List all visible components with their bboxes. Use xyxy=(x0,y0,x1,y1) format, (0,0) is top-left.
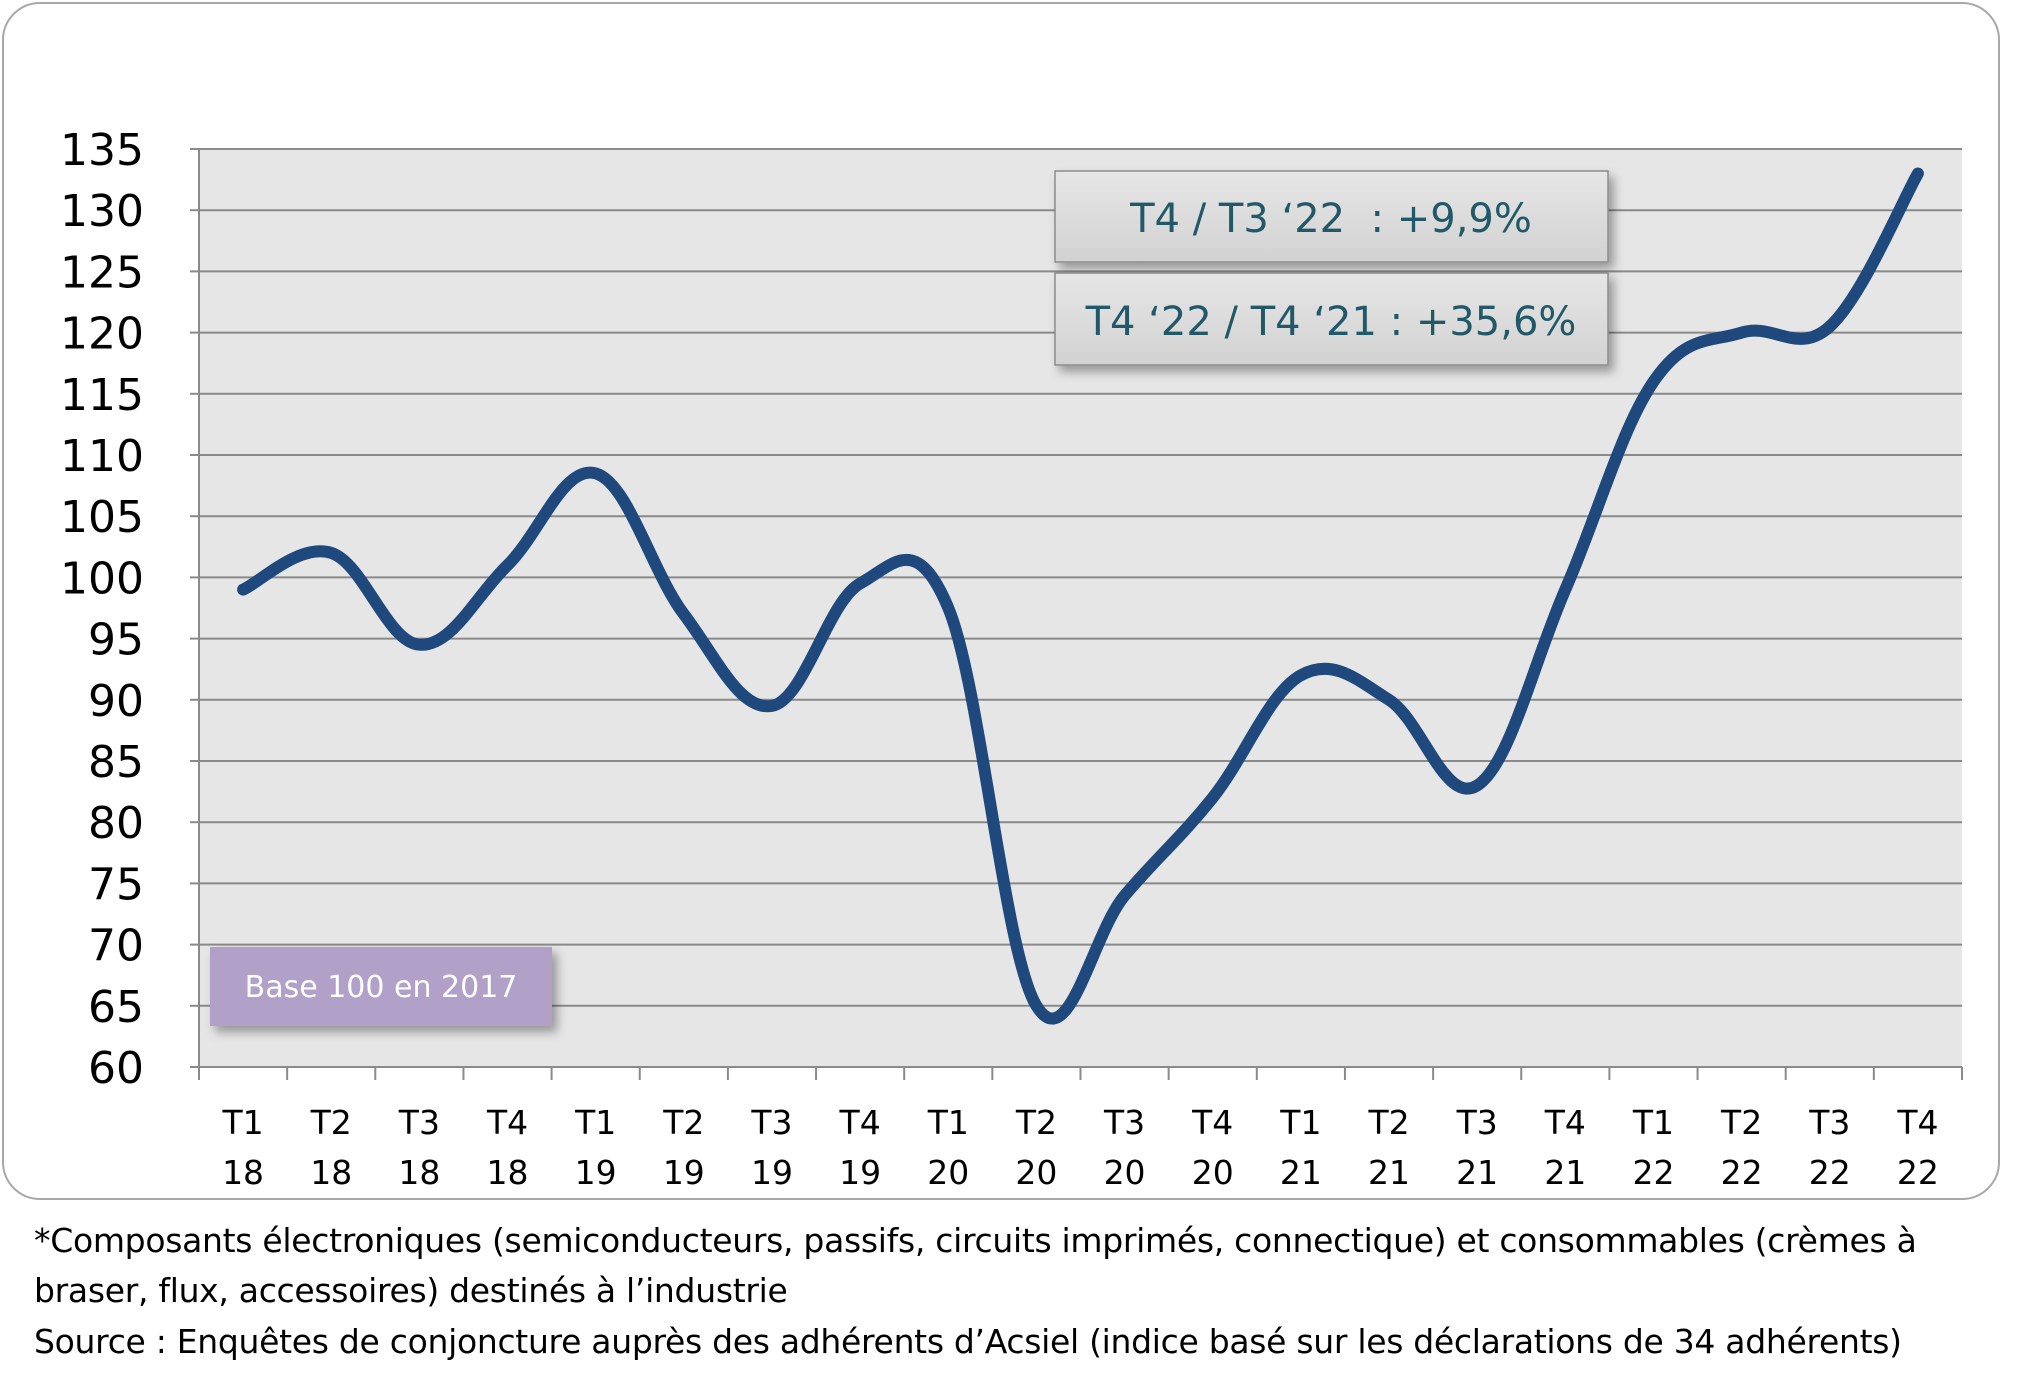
x-tick-label: T3 21 xyxy=(1456,1103,1499,1192)
y-tick-label: 75 xyxy=(88,859,144,910)
annotation-quarter-change-text: T4 / T3 ‘22 : +9,9% xyxy=(1129,196,1532,242)
source-note: Source : Enquêtes de conjoncture auprès … xyxy=(34,1322,1902,1361)
x-tick-label: T3 20 xyxy=(1103,1103,1146,1192)
x-tick-label: T3 19 xyxy=(750,1103,793,1192)
y-tick-label: 70 xyxy=(88,921,144,972)
footnote-line-2: braser, flux, accessoires) destinés à l’… xyxy=(34,1271,788,1310)
x-tick-label: T4 18 xyxy=(486,1103,529,1192)
x-tick-label: T2 20 xyxy=(1015,1103,1058,1192)
x-tick-label: T1 20 xyxy=(927,1103,970,1192)
y-tick-label: 65 xyxy=(88,982,144,1033)
x-tick-label: T2 22 xyxy=(1720,1103,1763,1192)
x-tick-label: T2 18 xyxy=(310,1103,353,1192)
y-tick-label: 135 xyxy=(60,125,144,176)
x-tick-label: T4 21 xyxy=(1544,1103,1587,1192)
x-tick-label: T1 18 xyxy=(221,1103,264,1192)
chart-frame: 60 65 70 75 80 85 90 95 100 105 110 115 120 125 130 135… xyxy=(2,2,2000,1200)
y-tick-label: 130 xyxy=(60,186,144,237)
line-chart: 60 65 70 75 80 85 90 95 100 105 110 115 120 125 130 135… xyxy=(60,125,1963,1192)
x-tick-label: T4 19 xyxy=(839,1103,882,1192)
footnote-line-1: *Composants électroniques (semiconducteu… xyxy=(34,1221,1917,1260)
annotation-box-quarter-change: T4 / T3 ‘22 : +9,9% xyxy=(1054,170,1609,263)
x-tick-label: T2 19 xyxy=(662,1103,705,1192)
y-tick-label: 95 xyxy=(88,615,144,666)
x-tick-label: T3 18 xyxy=(398,1103,441,1192)
y-tick-label: 60 xyxy=(88,1043,144,1094)
y-tick-label: 120 xyxy=(60,309,144,360)
y-tick-label: 80 xyxy=(88,798,144,849)
y-tick-label: 115 xyxy=(60,370,144,421)
annotation-box-year-change: T4 ‘22 / T4 ‘21 : +35,6% xyxy=(1054,272,1609,366)
x-tick-label: T2 21 xyxy=(1367,1103,1410,1192)
x-tick-label: T4 22 xyxy=(1896,1103,1939,1192)
y-tick-label: 125 xyxy=(60,247,144,298)
x-tick-label: T1 19 xyxy=(574,1103,617,1192)
annotation-base-text: Base 100 en 2017 xyxy=(245,970,518,1005)
y-tick-label: 90 xyxy=(88,676,144,727)
annotation-year-change-text: T4 ‘22 / T4 ‘21 : +35,6% xyxy=(1085,299,1577,345)
x-tick-label: T3 22 xyxy=(1808,1103,1851,1192)
y-tick-label: 85 xyxy=(88,737,144,788)
x-tick-label: T4 20 xyxy=(1191,1103,1234,1192)
series-line xyxy=(237,167,1924,1025)
annotation-box-base: Base 100 en 2017 xyxy=(210,947,552,1026)
y-tick-label: 100 xyxy=(60,553,144,604)
x-tick-label: T1 21 xyxy=(1279,1103,1322,1192)
y-tick-label: 105 xyxy=(60,492,144,543)
x-tick-label: T1 22 xyxy=(1632,1103,1675,1192)
y-tick-label: 110 xyxy=(60,431,144,482)
